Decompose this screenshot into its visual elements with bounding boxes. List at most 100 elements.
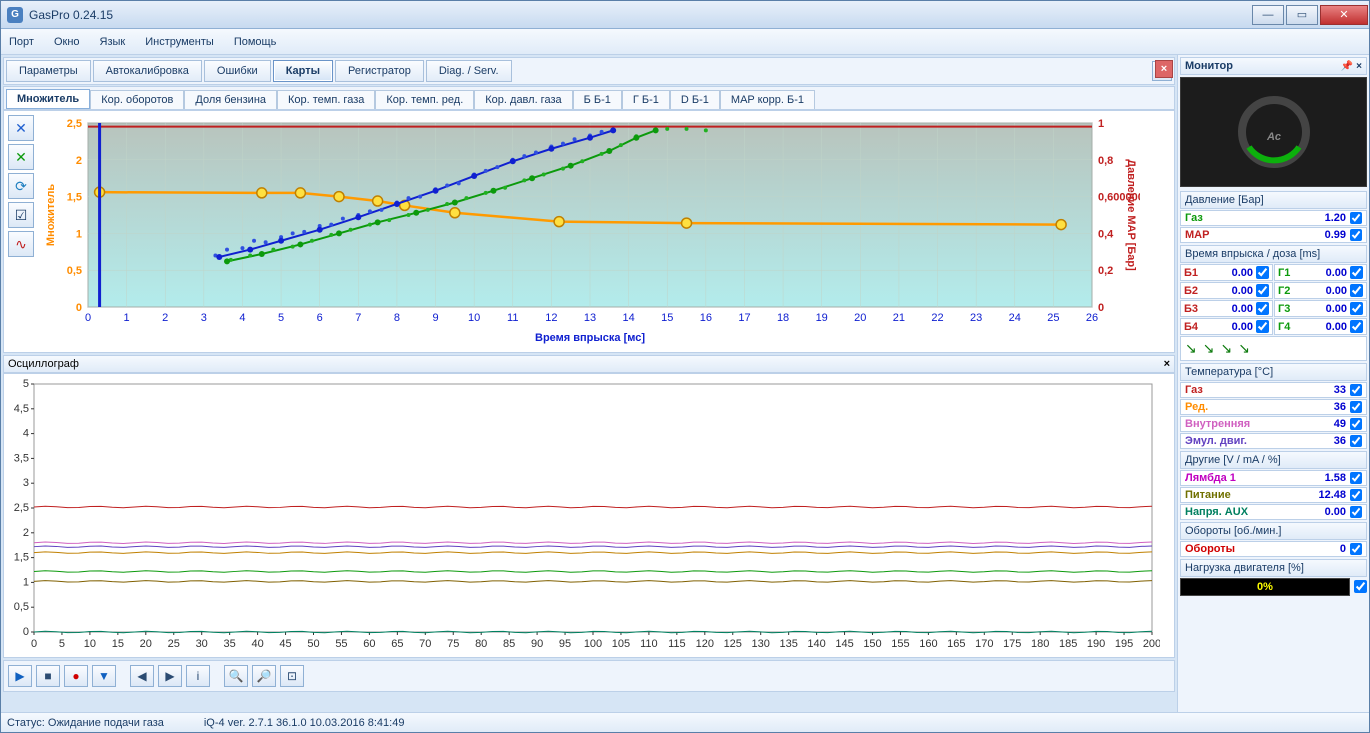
subtab[interactable]: Г Б-1 <box>622 90 670 109</box>
other-section-label: Другие [V / mA / %] <box>1180 451 1367 469</box>
osc-info-icon[interactable]: i <box>186 665 210 687</box>
subtab[interactable]: Кор. оборотов <box>90 90 184 109</box>
svg-text:85: 85 <box>503 638 515 650</box>
tool-cross-green-icon[interactable]: ✕ <box>8 144 34 170</box>
subtab[interactable]: Кор. темп. газа <box>277 90 375 109</box>
svg-text:120: 120 <box>696 638 714 650</box>
value-checkbox[interactable] <box>1350 435 1362 447</box>
tab-Ошибки[interactable]: Ошибки <box>204 60 271 82</box>
inj-checkbox[interactable] <box>1256 320 1269 333</box>
oscilloscope-close-icon[interactable]: × <box>1164 358 1170 370</box>
inj-cell: Б30.00 <box>1180 300 1273 317</box>
svg-text:75: 75 <box>447 638 459 650</box>
menubar: Порт Окно Язык Инструменты Помощь <box>1 29 1369 55</box>
subtab[interactable]: Кор. темп. ред. <box>375 90 474 109</box>
osc-zoomin-icon[interactable]: 🔍 <box>224 665 248 687</box>
load-checkbox[interactable] <box>1354 580 1367 593</box>
maximize-button[interactable]: ▭ <box>1286 5 1318 25</box>
value-checkbox[interactable] <box>1350 229 1362 241</box>
osc-prev-icon[interactable]: ◀ <box>130 665 154 687</box>
svg-text:8: 8 <box>394 312 400 324</box>
menu-item[interactable]: Язык <box>100 36 126 48</box>
value-checkbox[interactable] <box>1350 472 1362 484</box>
inj-checkbox[interactable] <box>1350 266 1363 279</box>
svg-text:Множитель: Множитель <box>45 184 57 246</box>
tab-Регистратор[interactable]: Регистратор <box>335 60 424 82</box>
value-checkbox[interactable] <box>1350 489 1362 501</box>
logo-box: Ac <box>1180 77 1367 187</box>
subtab[interactable]: MAP корр. Б-1 <box>720 90 815 109</box>
svg-text:1: 1 <box>23 576 29 588</box>
menu-item[interactable]: Помощь <box>234 36 277 48</box>
inj-checkbox[interactable] <box>1256 266 1269 279</box>
svg-text:14: 14 <box>622 312 634 324</box>
svg-text:130: 130 <box>752 638 770 650</box>
subtab[interactable]: Доля бензина <box>184 90 277 109</box>
value-label: Ред. <box>1185 401 1334 413</box>
inj-label: Б2 <box>1184 285 1198 297</box>
svg-text:15: 15 <box>112 638 124 650</box>
chart-area[interactable]: 0123456789101112131415161718192021222324… <box>40 115 1170 348</box>
tool-check-icon[interactable]: ☑ <box>8 202 34 228</box>
oscilloscope-panel: 0510152025303540455055606570758085909510… <box>3 373 1175 658</box>
osc-next-icon[interactable]: ▶ <box>158 665 182 687</box>
inj-checkbox[interactable] <box>1350 302 1363 315</box>
inj-cell: Б20.00 <box>1180 282 1273 299</box>
svg-text:0: 0 <box>31 638 37 650</box>
tab-Параметры[interactable]: Параметры <box>6 60 91 82</box>
close-button[interactable]: ✕ <box>1320 5 1368 25</box>
svg-text:115: 115 <box>668 638 686 650</box>
minimize-button[interactable]: — <box>1252 5 1284 25</box>
rpm-checkbox[interactable] <box>1350 543 1362 555</box>
titlebar[interactable]: G GasPro 0.24.15 — ▭ ✕ <box>1 1 1369 29</box>
value-number: 0.00 <box>1325 506 1346 518</box>
svg-text:45: 45 <box>279 638 291 650</box>
tab-close-icon[interactable]: × <box>1155 60 1173 78</box>
tab-Карты[interactable]: Карты <box>273 60 333 82</box>
svg-text:80: 80 <box>475 638 487 650</box>
oscilloscope-header: Осциллограф × <box>3 355 1175 373</box>
value-label: Питание <box>1185 489 1318 501</box>
inj-checkbox[interactable] <box>1350 284 1363 297</box>
tool-curve-icon[interactable]: ∿ <box>8 231 34 257</box>
menu-item[interactable]: Инструменты <box>145 36 214 48</box>
tab-Автокалибровка[interactable]: Автокалибровка <box>93 60 202 82</box>
tool-refresh-icon[interactable]: ⟳ <box>8 173 34 199</box>
osc-zoomreset-icon[interactable]: ⊡ <box>280 665 304 687</box>
subtab[interactable]: Кор. давл. газа <box>474 90 572 109</box>
pin-icon[interactable]: 📌 × <box>1341 61 1362 72</box>
osc-dropdown-icon[interactable]: ▼ <box>92 665 116 687</box>
svg-text:12: 12 <box>545 312 557 324</box>
chart-svg: 0123456789101112131415161718192021222324… <box>40 115 1140 345</box>
svg-text:35: 35 <box>224 638 236 650</box>
osc-zoomout-icon[interactable]: 🔎 <box>252 665 276 687</box>
osc-record-icon[interactable]: ● <box>64 665 88 687</box>
value-label: Газ <box>1185 384 1334 396</box>
value-checkbox[interactable] <box>1350 384 1362 396</box>
value-checkbox[interactable] <box>1350 212 1362 224</box>
inj-checkbox[interactable] <box>1256 284 1269 297</box>
value-row: Газ33 <box>1180 382 1367 398</box>
menu-item[interactable]: Порт <box>9 36 34 48</box>
svg-text:2,5: 2,5 <box>14 502 29 514</box>
menu-item[interactable]: Окно <box>54 36 80 48</box>
subtab[interactable]: Б Б-1 <box>573 90 622 109</box>
osc-play-icon[interactable]: ▶ <box>8 665 32 687</box>
value-checkbox[interactable] <box>1350 418 1362 430</box>
tool-cross-blue-icon[interactable]: ✕ <box>8 115 34 141</box>
app-icon: G <box>7 7 23 23</box>
osc-stop-icon[interactable]: ■ <box>36 665 60 687</box>
tab-Diag. / Serv.[interactable]: Diag. / Serv. <box>426 60 512 82</box>
svg-text:175: 175 <box>1003 638 1021 650</box>
inj-checkbox[interactable] <box>1350 320 1363 333</box>
subtab[interactable]: D Б-1 <box>670 90 720 109</box>
value-number: 36 <box>1334 401 1346 413</box>
load-bar: 0% <box>1180 578 1350 596</box>
value-checkbox[interactable] <box>1350 401 1362 413</box>
value-checkbox[interactable] <box>1350 506 1362 518</box>
svg-text:Ac: Ac <box>1265 131 1280 143</box>
inj-checkbox[interactable] <box>1256 302 1269 315</box>
injector-icon: ↘ <box>1220 340 1232 357</box>
svg-text:100: 100 <box>584 638 602 650</box>
subtab[interactable]: Множитель <box>6 89 90 109</box>
